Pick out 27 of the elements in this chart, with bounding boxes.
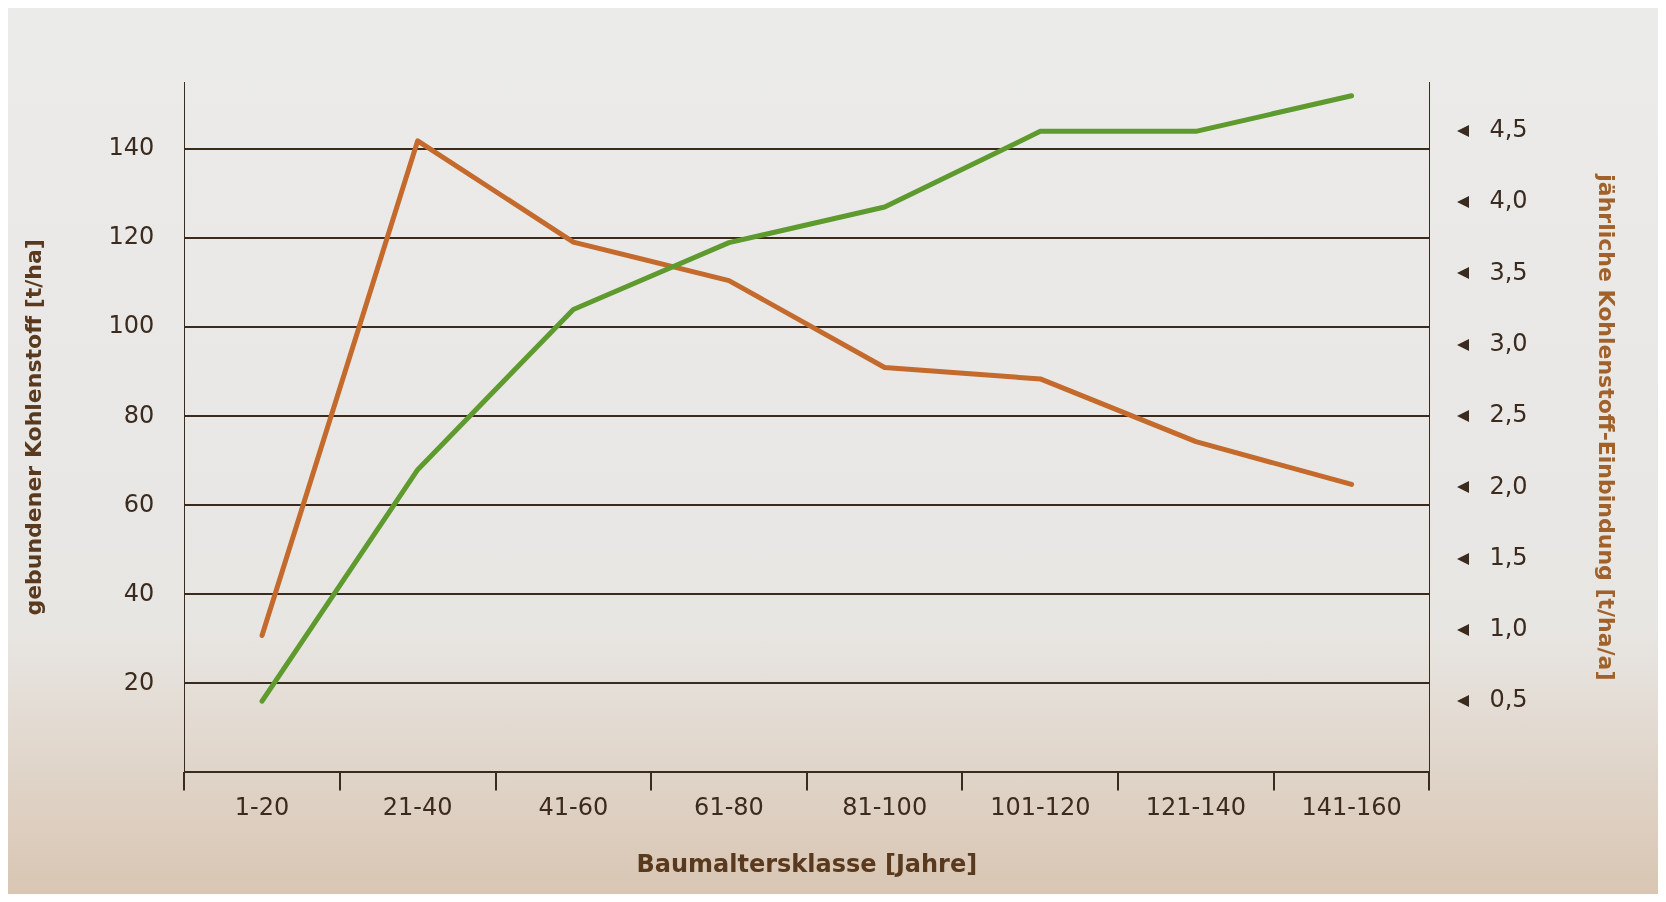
x-tick-label: 101-120	[990, 793, 1091, 822]
x-tick-label: 41-60	[538, 793, 609, 822]
y-tick-label: 100	[108, 311, 155, 340]
y-tick-label: 80	[123, 400, 155, 429]
x-tick-label: 61-80	[694, 793, 764, 822]
y-tick-label: 20	[123, 667, 155, 696]
y2-tick-label: 1,5	[1489, 542, 1528, 571]
y2-tick-label: 2,0	[1489, 471, 1528, 500]
x-tick-label: 21-40	[382, 793, 453, 822]
y-axis-title: gebundener Kohlenstoff [t/ha]	[20, 239, 46, 616]
y2-tick-label: 3,0	[1489, 328, 1528, 357]
y2-axis-title: jährliche Kohlenstoff-Einbindung [t/ha/a]	[1594, 173, 1620, 681]
x-tick-label: 141-160	[1301, 793, 1402, 822]
x-tick-label: 81-100	[842, 793, 928, 822]
y2-tick-label: 3,5	[1489, 257, 1528, 286]
x-tick-label: 1-20	[234, 793, 290, 822]
y2-tick-label: 2,5	[1489, 400, 1528, 429]
y2-tick-label: 4,5	[1489, 115, 1528, 144]
y-tick-label: 40	[123, 578, 155, 607]
y2-tick-label: 0,5	[1489, 685, 1528, 714]
y-tick-label: 140	[108, 133, 155, 162]
y-tick-label: 60	[123, 489, 155, 518]
y2-tick-label: 4,0	[1489, 186, 1528, 215]
x-axis-title: Baumaltersklasse [Jahre]	[636, 849, 978, 878]
y2-tick-label: 1,0	[1489, 614, 1528, 643]
x-tick-label: 121-140	[1145, 793, 1247, 822]
y-tick-label: 120	[108, 222, 155, 251]
